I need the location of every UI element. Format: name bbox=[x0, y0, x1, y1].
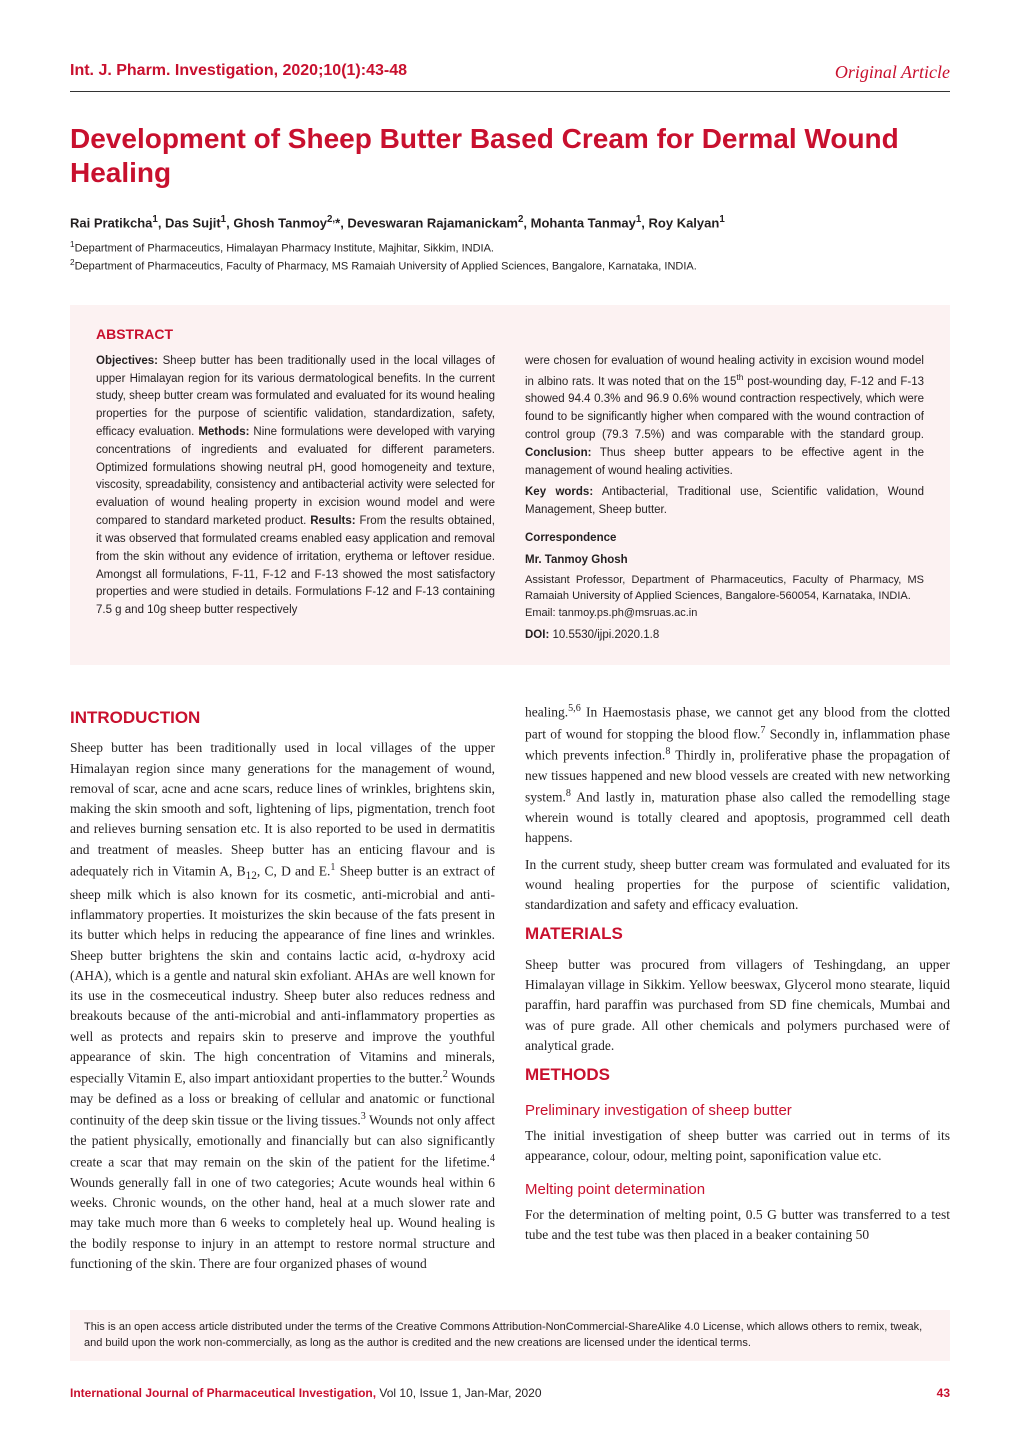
keywords-label: Key words: bbox=[525, 486, 593, 498]
introduction-text-right-2: In the current study, sheep butter cream… bbox=[525, 855, 950, 916]
journal-citation: Int. J. Pharm. Investigation, 2020;10(1)… bbox=[70, 60, 407, 85]
abstract-right-text: were chosen for evaluation of wound heal… bbox=[525, 353, 924, 481]
doi-value: 10.5530/ijpi.2020.1.8 bbox=[549, 629, 659, 641]
author-list: Rai Pratikcha1, Das Sujit1, Ghosh Tanmoy… bbox=[70, 213, 950, 233]
body-right-column: healing.5,6 In Haemostasis phase, we can… bbox=[525, 701, 950, 1280]
materials-text: Sheep butter was procured from villagers… bbox=[525, 955, 950, 1056]
abstract-right-column: were chosen for evaluation of wound heal… bbox=[525, 353, 924, 645]
melting-point-text: For the determination of melting point, … bbox=[525, 1205, 950, 1246]
header-bar: Int. J. Pharm. Investigation, 2020;10(1)… bbox=[70, 60, 950, 92]
license-box: This is an open access article distribut… bbox=[70, 1310, 950, 1361]
correspondence-name: Mr. Tanmoy Ghosh bbox=[525, 552, 924, 570]
correspondence-text: Assistant Professor, Department of Pharm… bbox=[525, 572, 924, 622]
introduction-text-left: Sheep butter has been traditionally used… bbox=[70, 738, 495, 1274]
introduction-heading: INTRODUCTION bbox=[70, 705, 495, 731]
melting-point-subheading: Melting point determination bbox=[525, 1179, 950, 1202]
footer-journal: International Journal of Pharmaceutical … bbox=[70, 1386, 376, 1400]
abstract-box: ABSTRACT Objectives: Sheep butter has be… bbox=[70, 305, 950, 665]
preliminary-text: The initial investigation of sheep butte… bbox=[525, 1126, 950, 1167]
materials-heading: MATERIALS bbox=[525, 921, 950, 947]
abstract-heading: ABSTRACT bbox=[96, 325, 924, 345]
article-type: Original Article bbox=[835, 60, 950, 85]
methods-heading: METHODS bbox=[525, 1062, 950, 1088]
body-columns: INTRODUCTION Sheep butter has been tradi… bbox=[70, 701, 950, 1280]
preliminary-subheading: Preliminary investigation of sheep butte… bbox=[525, 1100, 950, 1123]
article-title: Development of Sheep Butter Based Cream … bbox=[70, 122, 950, 189]
doi-label: DOI: bbox=[525, 629, 549, 641]
page-footer: International Journal of Pharmaceutical … bbox=[70, 1385, 950, 1402]
introduction-text-right-1: healing.5,6 In Haemostasis phase, we can… bbox=[525, 701, 950, 849]
abstract-left-column: Objectives: Sheep butter has been tradit… bbox=[96, 353, 495, 645]
footer-issue: Vol 10, Issue 1, Jan-Mar, 2020 bbox=[376, 1386, 541, 1400]
affiliations: 1Department of Pharmaceutics, Himalayan … bbox=[70, 239, 950, 275]
page-number: 43 bbox=[937, 1385, 950, 1402]
correspondence-heading: Correspondence bbox=[525, 530, 924, 548]
body-left-column: INTRODUCTION Sheep butter has been tradi… bbox=[70, 701, 495, 1280]
